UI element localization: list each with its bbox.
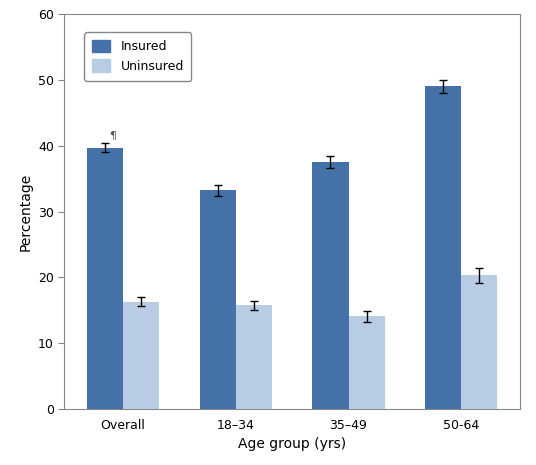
Legend: Insured, Uninsured: Insured, Uninsured (84, 32, 191, 80)
Bar (425, 86, 461, 409)
Bar (199, 191, 236, 409)
Bar (461, 275, 497, 409)
Y-axis label: Percentage: Percentage (18, 173, 32, 251)
Bar (312, 162, 348, 409)
X-axis label: Age group (yrs): Age group (yrs) (238, 438, 346, 452)
Bar (87, 148, 123, 409)
Bar (236, 305, 272, 409)
Text: ¶: ¶ (109, 130, 116, 140)
Bar (123, 302, 159, 409)
Bar (348, 316, 385, 409)
